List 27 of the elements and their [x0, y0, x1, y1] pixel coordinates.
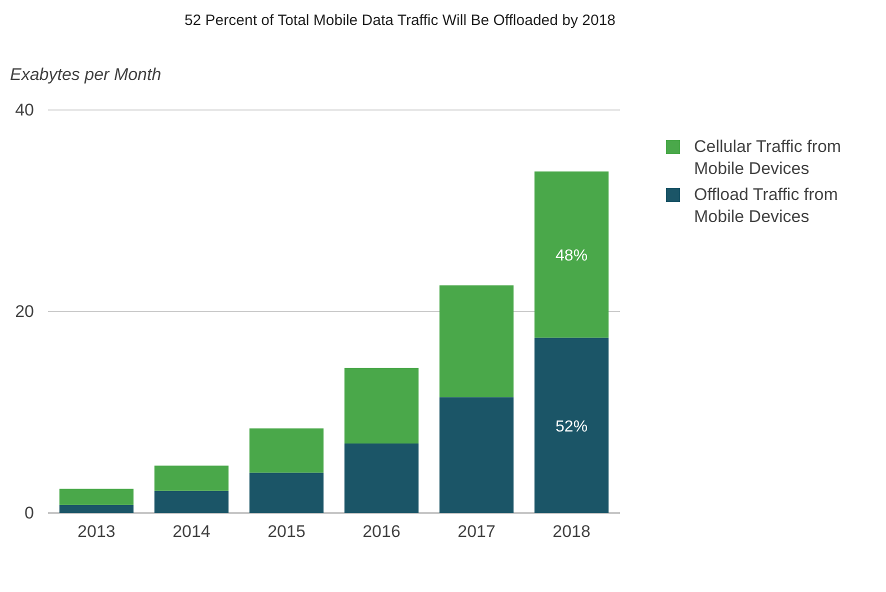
- bar: [59, 488, 134, 505]
- bar: [344, 443, 419, 513]
- legend-label: Cellular Traffic from Mobile Devices: [694, 137, 842, 178]
- bar: [439, 285, 514, 398]
- bar: [249, 428, 324, 473]
- x-tick-label: 2016: [362, 522, 400, 542]
- x-tick-label: 2018: [552, 522, 590, 542]
- annotation: 52%: [556, 418, 588, 436]
- bar: [534, 338, 609, 513]
- y-tick-label: 20: [15, 302, 34, 321]
- bar: [249, 472, 324, 513]
- bar: [154, 466, 229, 491]
- bar: [534, 171, 609, 338]
- x-tick-label: 2017: [458, 522, 496, 542]
- bar: [59, 504, 134, 513]
- y-axis-title: Exabytes per Month: [10, 65, 162, 84]
- bar: [344, 368, 419, 444]
- bar: [439, 397, 514, 513]
- bar: [154, 490, 229, 513]
- x-tick-label: 2015: [268, 522, 306, 542]
- y-tick-label: 40: [15, 100, 34, 120]
- annotation: 48%: [556, 248, 588, 265]
- x-tick-label: 2013: [78, 522, 116, 542]
- chart-title: 52 Percent of Total Mobile Data Traffic Will Be Offloaded by 2018: [184, 12, 616, 29]
- x-tick-label: 2014: [172, 522, 210, 542]
- legend-label: Offload Traffic from Mobile Devices: [694, 185, 838, 226]
- y-tick-label: 0: [24, 503, 34, 522]
